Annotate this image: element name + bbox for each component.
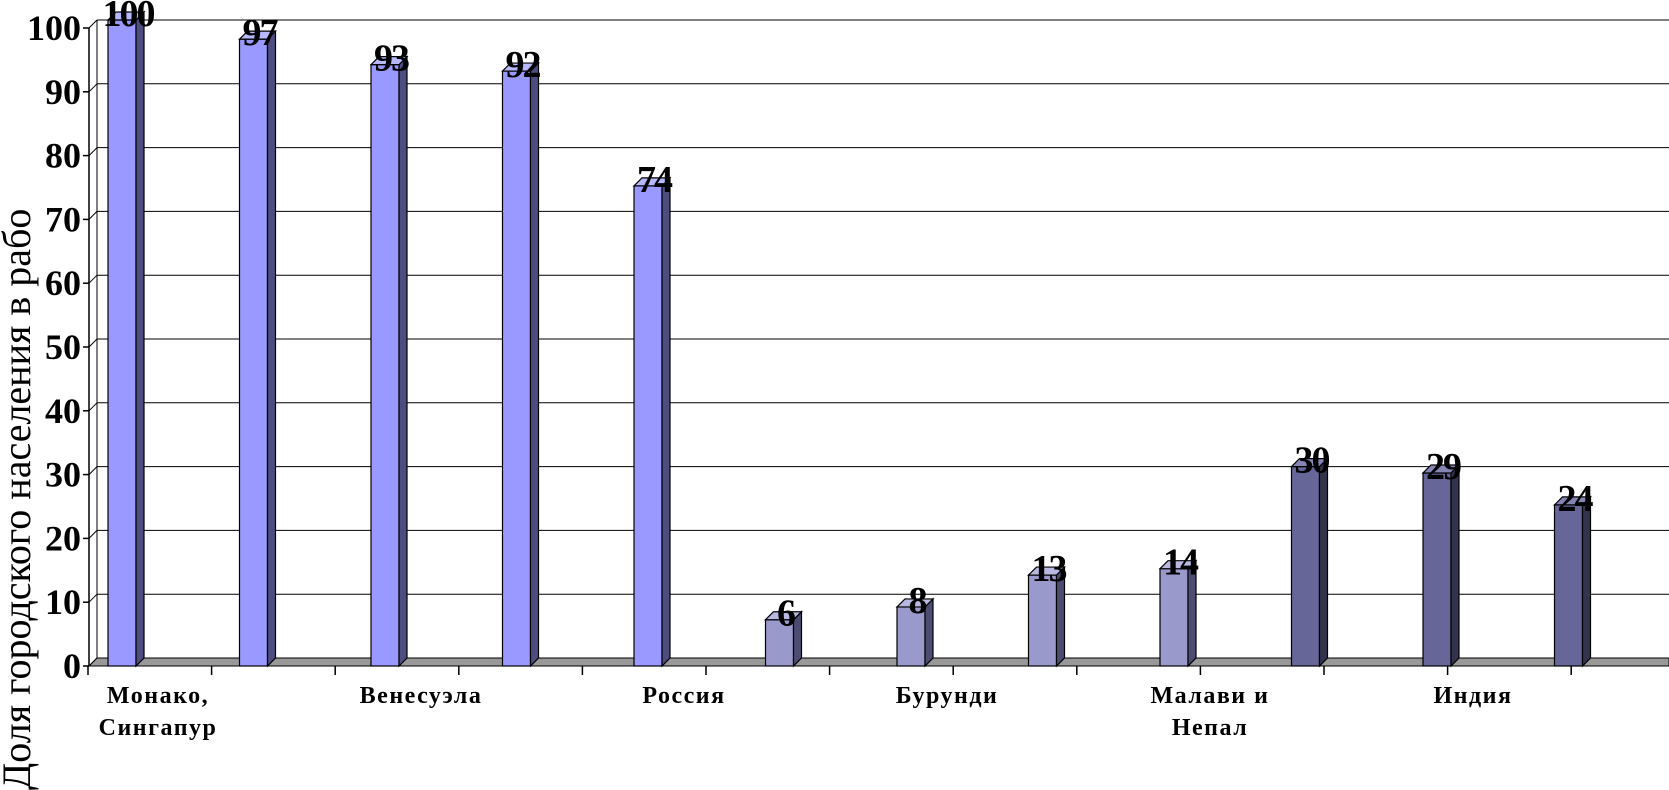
bar-top [501,62,540,72]
bar-front [370,64,400,667]
bar-top [369,56,409,66]
bar-front [633,185,663,667]
bar [895,597,935,668]
bar-side [135,10,145,668]
data-label: 29 [1426,446,1461,488]
bar-top [1553,496,1592,506]
data-label: 92 [506,44,541,86]
bar-front [1553,504,1584,667]
category-label-line: Индия [1434,683,1513,709]
bar-top [632,177,672,187]
bar [501,61,540,668]
category-label-line: Сингапур [99,715,218,741]
bar-front [107,19,137,667]
bar-front [1159,568,1189,667]
y-tick-label: 10 [45,582,81,622]
category-label: Малави и Непал [1151,683,1270,741]
bar-side [924,597,934,668]
bar-top [1027,566,1066,576]
bar-side [1450,463,1460,668]
y-tick-label: 100 [27,8,81,48]
wall-diagonal [88,466,98,475]
bar [1421,463,1461,668]
wall-diagonal [88,147,98,156]
bar [238,29,277,668]
y-tick-label: 80 [45,136,81,176]
gridlines [97,19,1669,659]
y-tick-label: 20 [45,518,81,558]
data-label: 14 [1163,542,1199,584]
chart-floor [87,657,1669,667]
y-tick-label: 40 [45,391,81,431]
wall-diagonal [88,19,98,29]
data-labels: 100 97 93 92 74 6 8 13 14 30 29 24 [103,0,1596,635]
data-label: 24 [1558,478,1594,520]
bar-top [238,30,277,40]
bar-top [1421,464,1461,474]
y-tick-label: 70 [45,199,81,239]
category-label-line: Монако, [107,683,209,709]
bar-side [661,176,671,668]
data-label: 74 [637,159,673,201]
category-label: Монако, Сингапур [99,683,218,741]
wall-diagonal [88,593,98,603]
bar [1158,559,1198,668]
bar-side [398,55,408,668]
bar-front [238,38,269,667]
data-label: 30 [1295,440,1330,482]
bar-top [1158,560,1198,570]
category-label: Венесуэла [360,683,483,709]
category-label-line: Непал [1172,715,1248,741]
bar [632,176,672,668]
category-axis: Монако, Сингапур Венесуэла Россия Бурунди Мал… [87,666,1572,741]
wall-diagonal [88,338,98,348]
wall-diagonal [88,530,98,539]
bar [1290,457,1329,668]
bar-side [1318,457,1329,668]
category-label: Индия [1434,683,1513,709]
bar-front [1422,472,1452,667]
bar-side [266,29,277,668]
y-tick-label: 30 [45,455,81,495]
bar-front [896,606,926,667]
data-label: 100 [103,0,155,35]
data-label: 8 [909,580,927,622]
bar [106,10,146,668]
bar [1553,495,1592,668]
value-axis: 0 10 20 30 40 50 60 70 80 90 100 [27,8,1669,686]
data-label: 93 [374,38,409,80]
bar-front [1290,466,1321,667]
bar-top [764,611,803,621]
wall-diagonal [88,83,98,93]
bar-top [106,11,146,21]
bar-side [1581,495,1592,668]
data-label: 6 [777,593,795,635]
bar-side [529,61,540,668]
y-tick-label: 0 [63,646,81,686]
bar-top [895,598,935,608]
y-tick-label: 90 [45,72,81,112]
y-tick-label: 60 [45,263,81,303]
bar [1027,565,1066,668]
bar-front [501,70,532,667]
category-label: Бурунди [896,683,999,709]
category-label-line: Малави и [1151,683,1270,709]
bar-side [792,610,803,668]
category-label: Россия [642,683,725,709]
bar [764,610,803,668]
category-label-line: Бурунди [896,683,999,709]
bars [106,10,1592,668]
wall-diagonal [88,402,98,412]
y-tick-label: 50 [45,327,81,367]
category-label-line: Венесуэла [360,683,483,709]
category-label-line: Россия [642,683,725,709]
y-axis-title: Доля городского населения в рабо [0,209,39,790]
data-label: 97 [243,12,279,54]
wall-diagonal [88,211,98,220]
wall-diagonal [88,274,98,284]
bar [369,55,409,668]
data-label: 13 [1032,548,1067,590]
bar-top [1290,458,1329,468]
